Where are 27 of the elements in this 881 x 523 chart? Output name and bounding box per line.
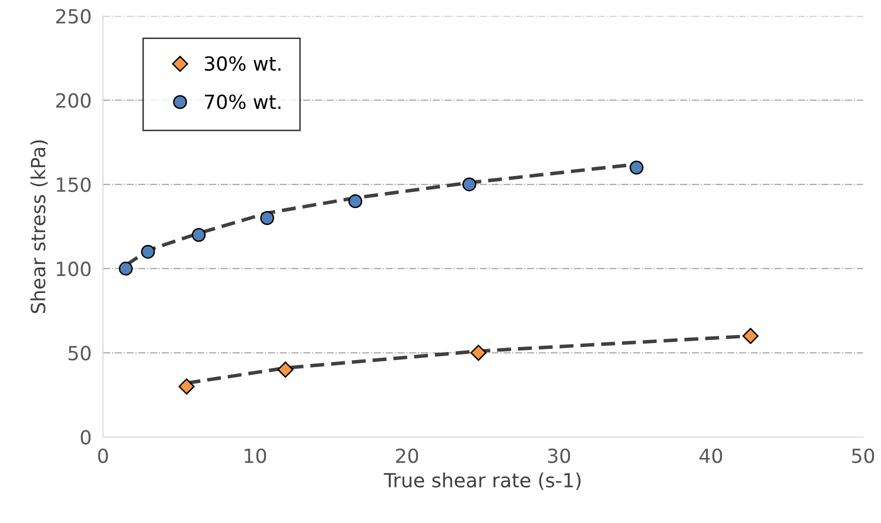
point (742, 328, 759, 344)
x-axis-title: True shear rate (s-1) (384, 472, 581, 490)
x-tick-label: 40 (700, 448, 722, 464)
point (192, 228, 206, 242)
point (118, 262, 133, 276)
point (178, 378, 195, 395)
legend-label: 70% wt. (204, 94, 280, 110)
point (462, 177, 476, 192)
y-tick-label: 50 (68, 346, 91, 360)
x-tick-label: 50 (852, 448, 874, 464)
y-tick-label: 100 (56, 262, 91, 276)
legend-label: 30% wt. (204, 56, 280, 71)
x-tick-label: 0 (98, 448, 108, 464)
point (470, 344, 486, 361)
x-tick-label: 10 (244, 448, 266, 464)
point (260, 211, 274, 226)
x-tick-label: 20 (396, 448, 418, 464)
x-tick-label: 30 (548, 448, 570, 464)
y-tick-label: 150 (56, 177, 91, 192)
y-tick-label: 200 (56, 93, 91, 108)
point (348, 194, 362, 208)
point (277, 362, 294, 378)
point (630, 160, 644, 175)
y-tick-label: 250 (56, 8, 91, 24)
y-axis-title: Shear stress (kPa) (30, 140, 48, 314)
y-tick-label: 0 (80, 430, 91, 445)
point (141, 244, 155, 259)
